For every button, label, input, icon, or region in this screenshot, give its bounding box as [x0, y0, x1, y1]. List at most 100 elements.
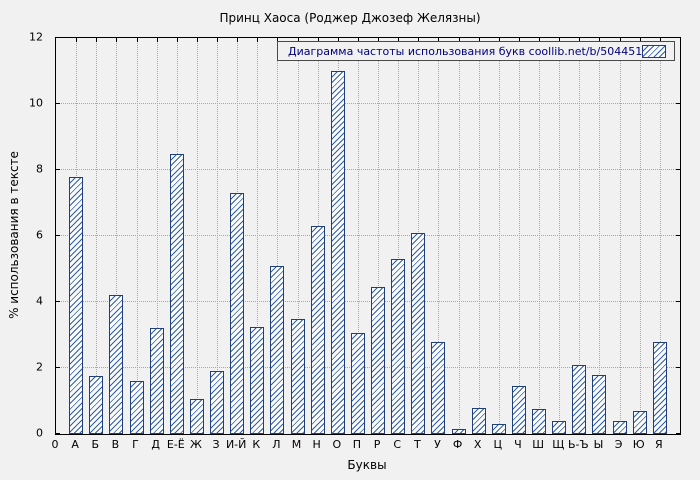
bar-П: [350, 333, 365, 434]
x-tick-mark: [539, 38, 541, 42]
y-tick-mark: [56, 301, 60, 303]
x-tick-label: Х: [473, 438, 482, 451]
bar-Д: [149, 328, 164, 434]
gridline-vertical: [116, 38, 118, 434]
bar-Е-Ё: [169, 153, 184, 434]
gridline-vertical: [579, 38, 581, 434]
chart-title: Принц Хаоса (Роджер Джозеф Желязны): [219, 11, 481, 25]
bar-В: [109, 295, 124, 434]
y-tick-label: 2: [36, 360, 43, 374]
x-tick-label: Р: [373, 438, 381, 451]
gridline-horizontal: [56, 235, 680, 236]
x-axis-tick-labels: 0 А Б В Г Д Е-Ё Ж З И-Й К Л М Н О П Р С Т У Ф Х Ц Ч Ш Щ Ь-Ъ Ы Э Ю Я: [52, 438, 679, 452]
x-tick-mark: [277, 38, 279, 42]
bar-Г: [129, 381, 144, 434]
gridline-vertical: [96, 38, 98, 434]
gridline-vertical: [539, 38, 541, 434]
y-tick-mark: [676, 37, 680, 38]
gridline-vertical: [659, 38, 661, 434]
x-tick-mark: [337, 38, 339, 42]
bar-З: [210, 371, 225, 434]
legend-box: Диаграмма частоты использования букв coo…: [277, 41, 675, 61]
gridline-vertical: [619, 38, 621, 434]
x-tick-mark: [398, 38, 400, 42]
y-tick-label: 6: [36, 228, 43, 242]
x-tick-mark: [156, 38, 158, 42]
x-tick-mark: [196, 38, 198, 42]
y-tick-mark: [676, 301, 680, 303]
gridline-vertical: [257, 38, 259, 434]
x-tick-label: Л: [272, 438, 281, 451]
gridline-horizontal: [56, 367, 680, 369]
gridline-vertical: [398, 38, 400, 434]
x-tick-label: И-Й: [225, 438, 247, 451]
x-tick-label: Ж: [189, 438, 202, 451]
x-tick-label: Щ: [552, 438, 565, 451]
x-tick-mark: [438, 38, 440, 42]
bar-М: [290, 318, 305, 434]
x-tick-label: А: [71, 438, 79, 451]
plot-area: Диаграмма частоты использования букв coo…: [55, 37, 681, 435]
x-tick-label: В: [111, 438, 120, 451]
bar-С: [391, 259, 406, 434]
x-tick-label: Д: [151, 438, 160, 451]
y-tick-mark: [676, 235, 680, 236]
y-tick-mark: [56, 169, 60, 171]
x-tick-mark: [357, 38, 359, 42]
x-tick-mark: [96, 38, 98, 42]
gridline-vertical: [277, 38, 279, 434]
x-tick-mark: [619, 38, 621, 42]
bar-Ь-Ъ: [572, 364, 587, 434]
x-tick-label: Т: [413, 438, 421, 451]
gridline-vertical: [156, 38, 158, 434]
gridline-vertical: [518, 38, 520, 434]
x-tick-label: Ю: [632, 438, 645, 451]
gridline-vertical: [136, 38, 138, 434]
x-tick-mark: [579, 38, 581, 42]
y-tick-mark: [676, 433, 680, 434]
x-tick-label: Ч: [514, 438, 522, 451]
x-tick-label: С: [393, 438, 402, 451]
bar-К: [250, 326, 265, 434]
gridline-vertical: [196, 38, 198, 434]
x-tick-mark: [659, 38, 661, 42]
x-tick-mark: [458, 38, 460, 42]
x-tick-label: М: [291, 438, 302, 451]
x-tick-label: Ц: [493, 438, 503, 451]
bar-Р: [371, 287, 386, 434]
gridline-vertical: [559, 38, 561, 434]
y-tick-mark: [676, 103, 680, 104]
y-tick-label: 0: [36, 426, 43, 440]
y-tick-mark: [676, 169, 680, 171]
bar-Х: [471, 407, 486, 434]
x-tick-label: К: [252, 438, 261, 451]
x-tick-mark: [76, 38, 78, 42]
x-tick-mark: [498, 38, 500, 42]
y-axis-tick-labels: 0 2 4 6 8 10 12: [0, 31, 50, 440]
x-tick-label: Е-Ё: [166, 438, 185, 451]
y-tick-mark: [56, 433, 60, 434]
x-tick-label: О: [332, 438, 342, 451]
gridline-vertical: [599, 38, 601, 434]
y-tick-mark: [56, 235, 60, 236]
x-tick-label: Ш: [532, 438, 544, 451]
y-tick-label: 12: [29, 30, 43, 44]
y-tick-label: 10: [29, 96, 43, 110]
bar-У: [431, 341, 446, 434]
x-tick-label: Н: [312, 438, 321, 451]
x-tick-label: Г: [132, 438, 139, 451]
x-tick-label: З: [212, 438, 220, 451]
gridline-vertical: [217, 38, 219, 434]
bar-Л: [270, 265, 285, 434]
legend-hatch-swatch-icon: [642, 44, 666, 58]
gridline-horizontal: [56, 301, 680, 303]
x-tick-label: Я: [655, 438, 663, 451]
x-tick-mark: [378, 38, 380, 42]
x-tick-mark: [559, 38, 561, 42]
x-tick-mark: [639, 38, 641, 42]
bar-Ж: [189, 399, 204, 434]
y-tick-mark: [676, 367, 680, 369]
bar-Ц: [491, 424, 506, 434]
x-tick-label: Э: [614, 438, 623, 451]
gridline-vertical: [478, 38, 480, 434]
